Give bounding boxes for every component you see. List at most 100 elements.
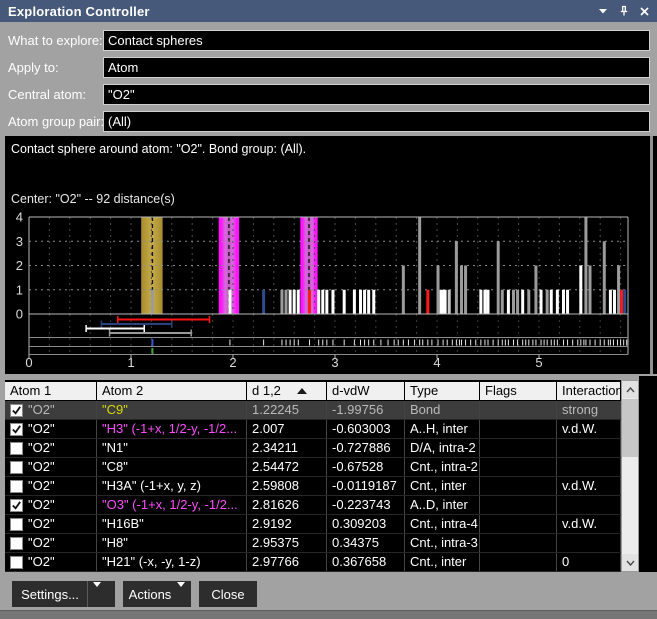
central-atom-value: "O2" [104,85,649,104]
actions-button[interactable]: Actions [123,581,191,607]
cell-flags [480,496,557,514]
row-checkbox[interactable] [10,556,23,569]
cell-d12: 1.22245 [247,401,327,419]
svg-text:4: 4 [16,210,23,225]
cell-atom2: "N1" [97,439,247,457]
apply-to-select[interactable]: Atom [103,57,650,78]
scrollbar-thumb[interactable] [622,399,638,457]
cell-type: Cnt., inter [405,553,480,571]
cell-atom1: "O2" [5,477,97,495]
cell-atom2: "C8" [97,458,247,476]
titlebar[interactable]: Exploration Controller [0,0,657,22]
column-header-atom2[interactable]: Atom 2 [97,382,247,400]
svg-text:3: 3 [16,234,23,249]
contacts-table[interactable]: "O2""C9"1.22245-1.99756Bondstrong"O2""H3… [5,401,621,572]
table-right-gap [639,376,657,572]
central-atom-select[interactable]: "O2" [103,84,650,105]
center-distances-label: Center: "O2" -- 92 distance(s) [11,192,175,206]
distance-histogram[interactable]: 01234501234 [5,136,657,374]
cell-dvdw: 0.34375 [327,534,405,552]
cell-dvdw: -0.727886 [327,439,405,457]
table-row[interactable]: "O2""N1"2.34211-0.727886D/A, intra-2 [5,439,621,458]
settings-button[interactable]: Settings... [12,581,115,607]
cell-d12: 2.54472 [247,458,327,476]
cell-atom2: "C9" [97,401,247,419]
atom-group-pair-select[interactable]: (All) [103,111,650,132]
column-header-interaction[interactable]: Interaction [557,382,621,400]
scroll-down-icon[interactable] [622,554,638,571]
cell-interaction: strong [557,401,621,419]
what-to-explore-label: What to explore: [8,30,103,51]
column-header-dvdw[interactable]: d-vdW [327,382,405,400]
row-checkbox[interactable] [10,423,23,436]
table-row[interactable]: "O2""H3" (-1+x, 1/2-y, -1/2...2.007-0.60… [5,420,621,439]
cell-flags [480,515,557,533]
cell-atom1: "O2" [5,496,97,514]
close-icon[interactable] [636,3,653,19]
panel-title: Exploration Controller [0,4,594,19]
cell-flags [480,534,557,552]
column-header-d12[interactable]: d 1,2 [247,382,327,400]
apply-to-value: Atom [104,58,649,77]
cell-dvdw: -0.223743 [327,496,405,514]
svg-text:2: 2 [16,258,23,273]
cell-d12: 2.59808 [247,477,327,495]
table-row[interactable]: "O2""O3" (-1+x, 1/2-y, -1/2...2.81626-0.… [5,496,621,515]
table-row[interactable]: "O2""H8"2.953750.34375Cnt., intra-3 [5,534,621,553]
cell-type: Bond [405,401,480,419]
what-to-explore-select[interactable]: Contact spheres [103,30,650,51]
actions-button-label: Actions [129,587,172,602]
cell-dvdw: 0.367658 [327,553,405,571]
cell-d12: 2.9192 [247,515,327,533]
cell-dvdw: -0.67528 [327,458,405,476]
table-row[interactable]: "O2""H3A" (-1+x, y, z)2.59808-0.0119187C… [5,477,621,496]
settings-menu-chevron-icon[interactable] [88,587,106,602]
row-checkbox[interactable] [10,461,23,474]
column-header-flags[interactable]: Flags [480,382,557,400]
table-row[interactable]: "O2""H16B"2.91920.309203Cnt., intra-4v.d… [5,515,621,534]
row-checkbox[interactable] [10,480,23,493]
what-to-explore-value: Contact spheres [104,31,649,50]
row-checkbox[interactable] [10,537,23,550]
cell-interaction: v.d.W. [557,515,621,533]
scroll-up-icon[interactable] [622,381,638,398]
pin-icon[interactable] [615,3,632,19]
column-header-type[interactable]: Type [405,382,480,400]
dock-menu-chevron-icon[interactable] [594,3,611,19]
cell-dvdw: -1.99756 [327,401,405,419]
settings-button-label: Settings... [21,587,79,602]
table-scrollbar[interactable] [621,380,639,572]
cell-atom2: "H21" (-x, -y, 1-z) [97,553,247,571]
cell-d12: 2.34211 [247,439,327,457]
cell-interaction [557,439,621,457]
row-checkbox[interactable] [10,442,23,455]
cell-d12: 2.95375 [247,534,327,552]
svg-text:3: 3 [331,355,338,370]
cell-atom2: "H8" [97,534,247,552]
cell-interaction: v.d.W. [557,420,621,438]
cell-atom1: "O2" [5,534,97,552]
cell-d12: 2.007 [247,420,327,438]
cell-atom1: "O2" [5,401,97,419]
cell-dvdw: -0.603003 [327,420,405,438]
exploration-controller-panel: Exploration Controller What to explore: … [0,0,657,619]
row-checkbox[interactable] [10,499,23,512]
cell-dvdw: -0.0119187 [327,477,405,495]
cell-interaction: 0 [557,553,621,571]
cell-atom1: "O2" [5,553,97,571]
atom-group-pair-label: Atom group pair: [8,111,104,132]
svg-text:1: 1 [127,355,134,370]
svg-text:4: 4 [433,355,440,370]
contacts-table-header: Atom 1 Atom 2 d 1,2 d-vdW Type Flags Int… [5,380,621,401]
column-header-atom1[interactable]: Atom 1 [5,382,97,400]
contact-sphere-panel: 01234501234 Contact sphere around atom: … [5,136,657,374]
table-row[interactable]: "O2""C8"2.54472-0.67528Cnt., intra-2 [5,458,621,477]
table-row[interactable]: "O2""H21" (-x, -y, 1-z)2.977660.367658Cn… [5,553,621,572]
sort-ascending-icon [297,388,307,394]
close-button[interactable]: Close [199,581,257,607]
row-checkbox[interactable] [10,404,23,417]
table-row[interactable]: "O2""C9"1.22245-1.99756Bond strong [5,401,621,420]
cell-atom2: "H16B" [97,515,247,533]
row-checkbox[interactable] [10,518,23,531]
contact-summary: Contact sphere around atom: "O2". Bond g… [11,142,306,156]
